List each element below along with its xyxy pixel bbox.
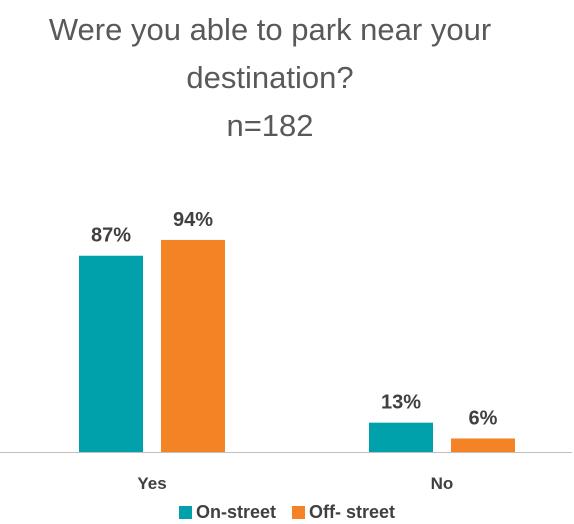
chart-title-line-2: destination?	[186, 60, 354, 95]
chart-title-line-1: Were you able to park near your	[48, 12, 492, 47]
legend-swatch-off-street	[292, 506, 305, 519]
x-tick-label-yes: Yes	[137, 474, 166, 493]
data-label-off-street-yes: 94%	[173, 209, 213, 231]
data-label-on-street-yes: 87%	[91, 225, 131, 247]
legend-label-off-street: Off- street	[309, 502, 396, 522]
chart-subtitle: n=182	[226, 108, 314, 143]
legend: On-street Off- street	[0, 502, 574, 523]
x-tick-label-no: No	[431, 474, 454, 493]
legend-item-off-street: Off- street	[292, 502, 395, 523]
bar-off-street-yes	[161, 239, 225, 452]
legend-item-on-street: On-street	[178, 502, 276, 523]
bar-off-street-no	[451, 438, 515, 452]
bar-on-street-yes	[79, 255, 143, 452]
legend-label-on-street: On-street	[195, 502, 276, 522]
data-label-on-street-no: 13%	[381, 392, 421, 414]
legend-swatch-on-street	[178, 506, 192, 519]
bar-on-street-no	[369, 422, 433, 452]
data-label-off-street-no: 6%	[469, 407, 498, 429]
